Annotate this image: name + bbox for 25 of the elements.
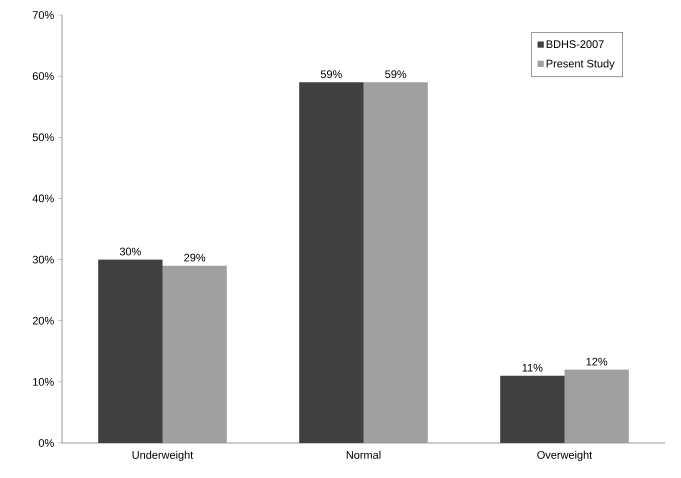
legend-label: Present Study xyxy=(546,59,615,70)
bar xyxy=(500,376,565,443)
data-label: 12% xyxy=(586,358,608,366)
y-tick-label: 0% xyxy=(38,439,54,447)
y-tick-label: 30% xyxy=(32,256,54,264)
bar xyxy=(364,82,428,443)
data-label: 59% xyxy=(385,70,406,78)
bar xyxy=(98,260,162,443)
bar xyxy=(299,82,364,443)
y-tick-label: 20% xyxy=(32,316,54,325)
x-tick-label: Overweight xyxy=(537,450,592,461)
legend-label: BDHS-2007 xyxy=(546,40,604,48)
data-label: 30% xyxy=(120,248,141,256)
y-tick-label: 60% xyxy=(32,72,54,80)
y-tick-label: 50% xyxy=(32,133,54,142)
y-tick-label: 10% xyxy=(33,378,54,386)
bar xyxy=(162,266,227,443)
data-label: 29% xyxy=(184,254,206,262)
y-tick-label: 70% xyxy=(32,11,54,19)
data-label: 59% xyxy=(320,70,342,78)
data-label: 11% xyxy=(522,364,543,372)
x-tick-label: Normal xyxy=(346,450,380,459)
y-tick-label: 40% xyxy=(32,194,54,202)
bar xyxy=(564,370,629,443)
x-tick-label: Underweight xyxy=(132,450,194,461)
